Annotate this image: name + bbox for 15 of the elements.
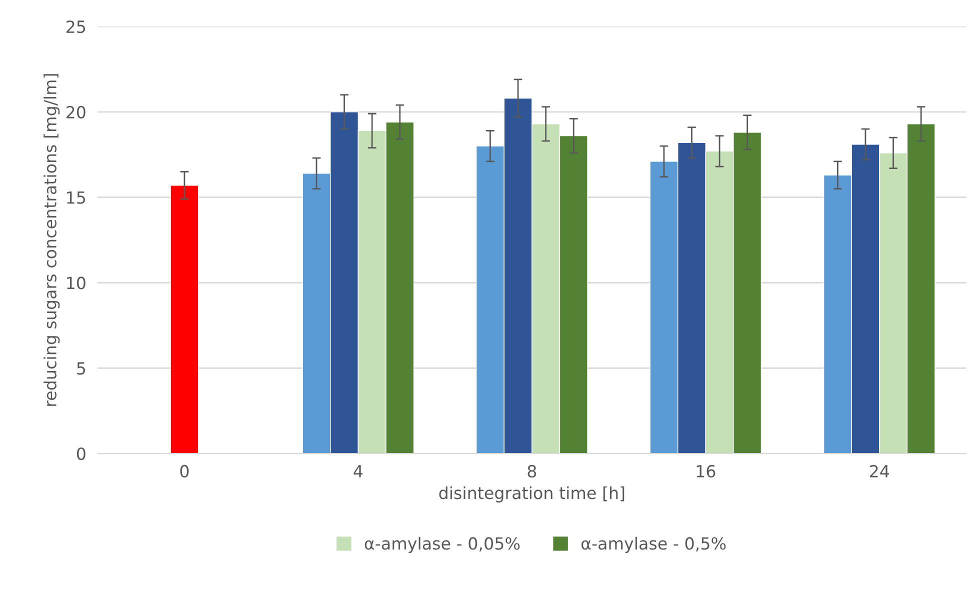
y-axis-title: reducing sugars concentrations [mg/lm] xyxy=(44,74,60,406)
x-tick-label: 0 xyxy=(180,464,189,478)
x-tick-label: 16 xyxy=(696,464,716,478)
x-axis-title: disintegration time [h] xyxy=(439,486,624,502)
y-tick-label: 0 xyxy=(76,447,86,460)
y-tick-label: 20 xyxy=(66,106,86,118)
legend-label: α-amylase - 0,5% xyxy=(581,536,726,553)
x-tick-label: 24 xyxy=(870,464,890,478)
y-tick-label: 25 xyxy=(66,20,86,34)
y-tick-label: 15 xyxy=(67,191,86,204)
y-tick-label: 5 xyxy=(77,362,86,375)
legend-label: α-amylase - 0,05% xyxy=(364,536,520,553)
x-tick-label: 4 xyxy=(354,465,363,478)
x-tick-label: 8 xyxy=(528,464,536,478)
y-tick-label: 10 xyxy=(67,276,86,290)
